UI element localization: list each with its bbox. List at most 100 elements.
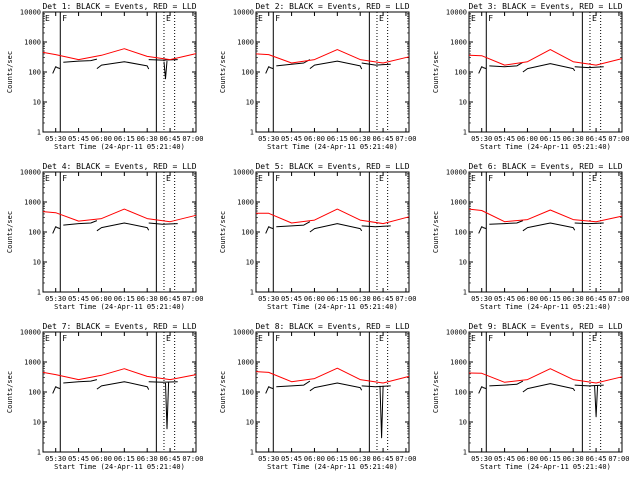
subplot: Det 8: BLACK = Events, RED = LLD 1 10 100 10… bbox=[219, 322, 416, 471]
lld-series-line bbox=[255, 49, 410, 64]
y-tick-label: 10 bbox=[33, 99, 41, 107]
x-tick-label: 06:00 bbox=[517, 135, 538, 143]
events-series-line bbox=[309, 60, 363, 70]
y-tick-label: 10000 bbox=[233, 329, 254, 337]
events-series-line bbox=[489, 61, 524, 68]
plot-title: Det 3: BLACK = Events, RED = LLD bbox=[468, 2, 622, 11]
x-tick-label: 06:15 bbox=[114, 455, 135, 463]
events-series-line bbox=[165, 382, 170, 430]
x-tick-label: 06:00 bbox=[304, 455, 325, 463]
plot-title: Det 8: BLACK = Events, RED = LLD bbox=[255, 322, 409, 331]
x-tick-label: 06:45 bbox=[373, 455, 394, 463]
y-tick-label: 1 bbox=[463, 449, 467, 457]
events-series-line bbox=[96, 61, 150, 70]
event-marker-label: E bbox=[379, 334, 384, 343]
x-tick-label: 06:00 bbox=[91, 455, 112, 463]
y-tick-label: 10 bbox=[459, 259, 467, 267]
x-tick-label: 05:45 bbox=[281, 455, 302, 463]
x-axis-label: Start Time (24-Apr-11 05:21:40) bbox=[54, 143, 185, 151]
x-axis-label: Start Time (24-Apr-11 05:21:40) bbox=[480, 143, 611, 151]
event-marker-label: E bbox=[258, 334, 263, 343]
lld-series-line bbox=[255, 367, 410, 384]
x-tick-label: 06:45 bbox=[586, 455, 607, 463]
x-axis-label: Start Time (24-Apr-11 05:21:40) bbox=[54, 303, 185, 311]
y-axis-label: Counts/sec bbox=[6, 211, 14, 253]
x-tick-label: 06:30 bbox=[137, 455, 158, 463]
x-tick-label: 05:30 bbox=[471, 135, 492, 143]
y-tick-label: 10 bbox=[459, 99, 467, 107]
events-series-line bbox=[478, 226, 487, 234]
event-marker-label: E bbox=[45, 334, 50, 343]
x-axis-label: Start Time (24-Apr-11 05:21:40) bbox=[267, 303, 398, 311]
event-marker-label: F bbox=[62, 334, 67, 343]
y-tick-label: 10 bbox=[246, 99, 254, 107]
lld-series-line bbox=[468, 368, 623, 384]
events-series-line bbox=[276, 221, 311, 228]
y-tick-label: 1 bbox=[250, 129, 254, 137]
subplot: Det 9: BLACK = Events, RED = LLD 1 10 100 10… bbox=[432, 322, 629, 471]
y-tick-label: 1000 bbox=[450, 199, 467, 207]
x-tick-label: 06:45 bbox=[160, 455, 181, 463]
y-tick-label: 1000 bbox=[24, 359, 41, 367]
plot-title: Det 1: BLACK = Events, RED = LLD bbox=[42, 2, 196, 11]
x-axis-label: Start Time (24-Apr-11 05:21:40) bbox=[480, 303, 611, 311]
event-marker-label: E bbox=[166, 14, 171, 23]
x-tick-label: 06:45 bbox=[586, 295, 607, 303]
x-tick-label: 05:45 bbox=[281, 295, 302, 303]
events-series-line bbox=[361, 225, 391, 228]
y-tick-label: 10 bbox=[246, 259, 254, 267]
y-tick-label: 100 bbox=[454, 229, 467, 237]
plot-title: Det 6: BLACK = Events, RED = LLD bbox=[468, 162, 622, 171]
events-series-line bbox=[52, 386, 61, 394]
events-series-line bbox=[52, 226, 61, 234]
event-marker-label: F bbox=[488, 334, 493, 343]
event-marker-label: E bbox=[45, 174, 50, 183]
event-marker-label: F bbox=[275, 14, 280, 23]
y-tick-label: 100 bbox=[28, 69, 41, 77]
events-series-line bbox=[309, 223, 363, 233]
x-tick-label: 06:45 bbox=[160, 295, 181, 303]
plot-frame bbox=[42, 171, 197, 293]
x-tick-label: 06:15 bbox=[327, 295, 348, 303]
y-axis-label: Counts/sec bbox=[6, 371, 14, 413]
plot-title: Det 7: BLACK = Events, RED = LLD bbox=[42, 322, 196, 331]
events-series-line bbox=[63, 220, 98, 226]
event-marker-label: F bbox=[62, 174, 67, 183]
y-axis-label: Counts/sec bbox=[432, 211, 440, 253]
x-tick-label: 07:00 bbox=[608, 455, 629, 463]
x-tick-label: 06:15 bbox=[540, 135, 561, 143]
x-tick-label: 05:30 bbox=[258, 455, 279, 463]
x-tick-label: 05:45 bbox=[494, 455, 515, 463]
y-tick-label: 1000 bbox=[24, 39, 41, 47]
x-tick-label: 07:00 bbox=[182, 455, 203, 463]
y-tick-label: 1000 bbox=[237, 359, 254, 367]
x-tick-label: 06:00 bbox=[304, 295, 325, 303]
y-tick-label: 1 bbox=[463, 129, 467, 137]
plot-frame bbox=[42, 11, 197, 133]
events-series-line bbox=[489, 380, 524, 387]
events-series-line bbox=[522, 63, 576, 73]
events-series-line bbox=[489, 220, 524, 225]
event-marker-label: E bbox=[379, 174, 384, 183]
event-marker-label: E bbox=[166, 174, 171, 183]
x-axis-label: Start Time (24-Apr-11 05:21:40) bbox=[267, 143, 398, 151]
x-tick-label: 05:30 bbox=[45, 455, 66, 463]
x-tick-label: 06:15 bbox=[540, 295, 561, 303]
y-tick-label: 10 bbox=[33, 419, 41, 427]
event-marker-label: F bbox=[488, 174, 493, 183]
x-tick-label: 06:15 bbox=[327, 455, 348, 463]
y-tick-label: 100 bbox=[241, 389, 254, 397]
events-series-line bbox=[478, 66, 487, 74]
x-tick-label: 06:15 bbox=[114, 135, 135, 143]
y-tick-label: 10 bbox=[459, 419, 467, 427]
x-tick-label: 06:30 bbox=[350, 455, 371, 463]
events-series-line bbox=[478, 386, 487, 394]
x-tick-label: 07:00 bbox=[395, 135, 416, 143]
lld-series-line bbox=[468, 49, 623, 66]
lld-series-line bbox=[256, 208, 410, 225]
x-tick-label: 05:45 bbox=[281, 135, 302, 143]
subplot: Det 2: BLACK = Events, RED = LLD 1 10 100 10… bbox=[219, 2, 416, 151]
y-tick-label: 1 bbox=[463, 289, 467, 297]
subplot: Det 6: BLACK = Events, RED = LLD 1 10 100 10… bbox=[432, 162, 629, 311]
